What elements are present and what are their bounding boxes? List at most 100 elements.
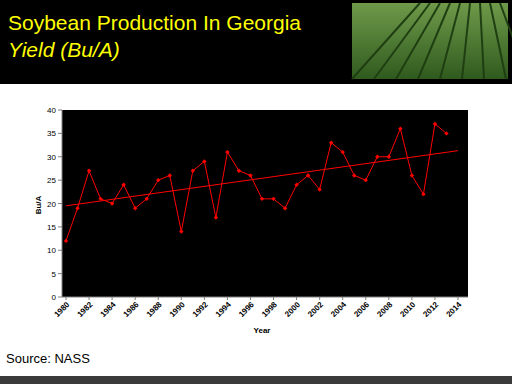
slide: Soybean Production In Georgia Yield (Bu/A… [0,0,512,384]
x-tick [227,297,228,300]
x-tick-label: 1984 [99,300,118,319]
marker [156,178,160,182]
x-tick-label: 1998 [260,300,279,319]
marker [341,150,345,154]
marker [202,159,206,163]
marker [225,150,229,154]
marker [260,197,264,201]
marker [421,192,425,196]
y-tick [58,110,62,111]
y-tick-label: 5 [52,270,57,279]
marker [248,173,252,177]
x-tick-label: 2006 [352,300,371,319]
y-tick-label: 0 [52,293,57,302]
x-tick [135,297,136,300]
marker [283,206,287,210]
photo-row [480,3,484,79]
marker [364,178,368,182]
x-tick [388,297,389,300]
content-panel [0,84,512,376]
y-tick [58,297,62,298]
marker [433,122,437,126]
x-tick-label: 1992 [191,300,210,319]
marker [168,173,172,177]
marker [444,131,448,135]
x-tick-label: 2012 [421,300,440,319]
x-tick [319,297,320,300]
marker [133,206,137,210]
marker [75,206,79,210]
title: Soybean Production In Georgia [8,11,301,34]
y-tick-label: 35 [47,129,56,138]
marker [121,183,125,187]
y-tick [58,133,62,134]
marker [410,173,414,177]
x-tick-label: 2010 [398,300,417,319]
y-tick-label: 30 [47,153,56,162]
x-tick [342,297,343,300]
x-tick-label: 2004 [329,300,348,319]
y-tick-label: 15 [47,223,56,232]
y-tick-label: 20 [47,200,56,209]
y-tick [58,273,62,274]
x-tick-label: 1994 [214,300,233,319]
x-tick [158,297,159,300]
footer-bar [0,376,512,384]
y-tick [58,226,62,227]
photo-row [418,3,450,79]
x-tick [181,297,182,300]
x-tick [89,297,90,300]
x-tick [411,297,412,300]
x-tick-label: 2002 [306,300,325,319]
marker [237,169,241,173]
marker [271,197,275,201]
marker [306,173,310,177]
x-tick [434,297,435,300]
photo-row [462,3,470,79]
photo-row [352,3,420,79]
data-group [64,122,458,243]
x-tick-label: 1982 [76,300,95,319]
plot-area [62,110,468,297]
marker [398,127,402,131]
marker [64,239,68,243]
x-tick [112,297,113,300]
marker [110,201,114,205]
source: Source: NASS [6,351,90,366]
y-tick [58,203,62,204]
subtitle: Yield (Bu/A) [8,38,120,61]
x-tick [250,297,251,300]
marker [375,155,379,159]
x-tick [273,297,274,300]
x-axis [62,297,468,298]
photo-row [500,3,512,79]
marker [294,183,298,187]
marker [214,215,218,219]
marker [145,197,149,201]
x-tick [204,297,205,300]
x-tick [365,297,366,300]
photo-row [440,3,460,79]
marker [317,187,321,191]
x-tick-label: 1996 [237,300,256,319]
marker [387,155,391,159]
series-line [66,124,446,241]
y-tick [58,156,62,157]
y-axis-label: Bu/A [34,195,43,214]
x-tick-label: 2008 [375,300,394,319]
marker [191,169,195,173]
x-tick-label: 2014 [444,300,463,319]
x-tick-label: 1988 [145,300,164,319]
marker [87,169,91,173]
x-axis-label: Year [254,326,271,335]
photo [352,3,508,79]
x-tick [458,297,459,300]
x-tick [66,297,67,300]
y-tick [58,180,62,181]
y-tick-label: 40 [47,106,56,115]
background [0,0,512,384]
marker [329,141,333,145]
y-tick-label: 10 [47,246,56,255]
y-tick-label: 25 [47,176,56,185]
x-tick-label: 1990 [168,300,187,319]
